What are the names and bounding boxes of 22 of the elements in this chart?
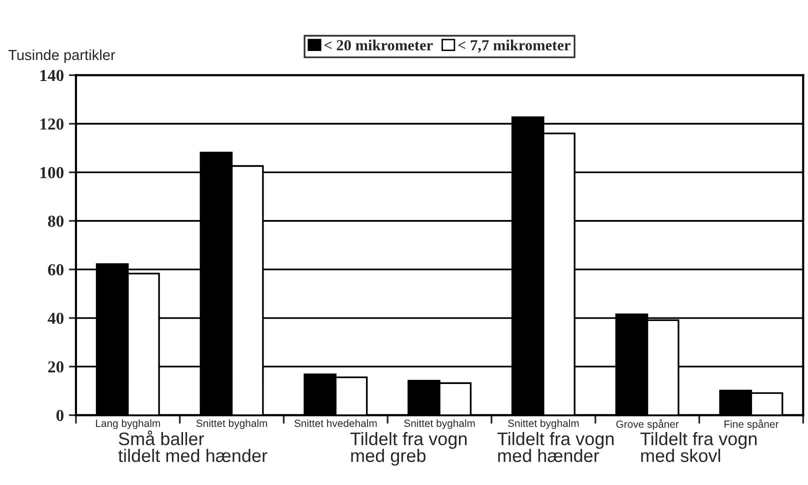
text: Små baller tildelt med hænder	[118, 430, 268, 462]
y-tick-label: 120	[40, 118, 64, 130]
x-tick-label: Snittet byghalm	[404, 419, 475, 430]
text: Tildelt fra vogn med skovl	[640, 432, 757, 462]
x-tick-label: Snittet hvedehalm	[294, 419, 377, 427]
y-tick-label: 20	[48, 361, 64, 373]
legend-label: < 20 mikrometer	[324, 40, 433, 50]
y-tick-label: 140	[40, 70, 64, 82]
y-axis-title: Tusinde partikler	[8, 49, 116, 64]
y-tick-label: 100	[40, 167, 64, 178]
y-tick-label: 40	[48, 312, 64, 324]
x-tick-label: Fine spåner	[724, 419, 779, 430]
text: Tildelt fra vogn med hænder	[497, 432, 614, 462]
x-tick-label: Snittet byghalm	[196, 419, 267, 430]
text: Tildelt fra vogn med greb	[350, 432, 467, 466]
x-tick-label: Lang byghalm	[96, 419, 160, 430]
x-tick-label: Snittet byghalm	[508, 419, 579, 430]
y-tick-label: 0	[56, 410, 64, 422]
legend-label: < 7,7 mikrometer	[458, 40, 570, 53]
y-tick-label: 60	[48, 264, 64, 276]
x-tick-label: Grove spåner	[616, 419, 679, 430]
y-tick-label: 80	[48, 216, 64, 227]
